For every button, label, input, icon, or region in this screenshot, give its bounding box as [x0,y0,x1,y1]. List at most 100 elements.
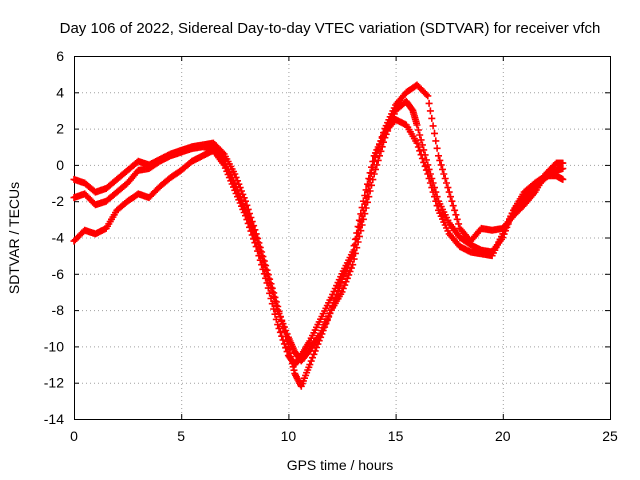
data-point [262,274,270,282]
data-point [422,91,430,99]
data-point [424,170,432,178]
data-point [221,164,229,172]
data-point [426,107,434,115]
data-point [449,202,457,210]
data-point [443,179,450,187]
data-point [420,158,428,166]
data-point [364,180,371,188]
data-point [258,261,266,269]
x-tick-label: 15 [388,428,404,444]
data-point [259,265,267,273]
data-point [251,239,259,247]
y-tick-label: -10 [44,338,64,354]
data-point [559,175,567,183]
data-point [559,159,567,167]
data-point [272,315,280,323]
data-point [278,316,286,324]
data-point [236,199,244,207]
data-point [307,357,315,365]
data-point [349,248,357,256]
data-point [416,147,424,155]
y-axis-ticks: 6 4 2 0 -2 -4 -6 -8 -10 -12 -14 [44,48,610,427]
data-point [327,306,335,314]
data-point [227,177,235,185]
data-point [357,218,365,226]
data-point [267,295,275,302]
data-point [231,186,239,194]
data-point [256,256,264,264]
data-point [268,300,276,308]
y-tick-label: -12 [44,375,64,391]
data-point [260,270,268,278]
data-point [339,285,347,292]
y-tick-label: 4 [56,84,64,100]
data-point [353,229,361,237]
data-point [252,243,260,251]
data-point [373,161,381,169]
data-point [266,289,274,297]
data-point [358,204,366,212]
data-point [432,197,440,205]
data-point [437,161,445,169]
data-point [420,146,428,154]
data-point [282,327,290,334]
data-point [283,348,291,356]
y-tick-label: -4 [52,230,65,246]
data-point [247,227,255,235]
data-point [354,223,362,231]
data-point [418,141,426,149]
data-point [276,313,284,321]
x-axis-ticks: 0 5 10 15 20 25 [70,56,618,444]
data-point [451,206,459,214]
data-point [359,197,367,205]
data-point [279,336,287,344]
y-tick-label: -8 [52,302,65,318]
data-point [345,271,353,279]
data-point [417,136,425,144]
data-point [435,152,442,160]
data-point [350,242,358,250]
data-point [441,175,449,182]
data-point [276,328,284,336]
data-point [275,325,283,332]
data-point [439,165,446,173]
data-point [440,170,448,178]
data-point [274,306,282,314]
data-point [365,175,373,182]
data-point [338,288,346,296]
data-point [361,192,369,199]
series-track-2 [70,81,567,365]
data-point [246,223,253,231]
data-point [280,323,288,331]
data-point [448,197,456,205]
data-point [264,284,272,292]
data-point [436,156,444,164]
data-point [242,212,249,220]
y-tick-label: 2 [56,121,64,137]
data-point [235,196,243,204]
data-point [243,216,251,224]
data-point [309,354,316,362]
data-point [428,114,436,122]
data-point [232,190,240,197]
data-point [368,163,375,171]
data-point [283,330,291,338]
data-point [428,184,436,192]
data-point [280,340,288,348]
data-point [310,350,318,358]
data-point [282,344,290,352]
data-point [357,210,365,218]
x-tick-label: 5 [177,428,185,444]
data-point [432,137,440,145]
data-point [444,184,452,192]
data-point [455,220,463,228]
y-tick-label: 6 [56,48,64,64]
data-point [240,209,248,216]
data-point [433,202,441,210]
data-point [431,129,438,137]
data-marks [70,81,567,390]
y-axis-label: SDTVAR / TECUs [6,182,22,294]
x-tick-label: 10 [281,428,297,444]
data-point [425,99,433,107]
